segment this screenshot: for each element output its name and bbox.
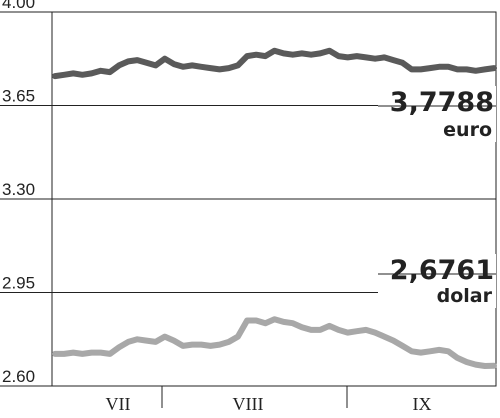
series-name-label-dolar: dolar bbox=[437, 285, 493, 307]
y-tick-label: 3.30 bbox=[2, 180, 35, 199]
series-label-bg bbox=[378, 254, 496, 308]
series-label-bg bbox=[378, 86, 496, 142]
y-tick-label: 2.60 bbox=[2, 367, 35, 386]
x-axis: VII VIII IX bbox=[106, 386, 432, 414]
series-line-dolar bbox=[52, 316, 497, 369]
series-name-label-euro: euro bbox=[443, 119, 492, 141]
series-lines bbox=[52, 47, 497, 369]
y-tick-label: 2.95 bbox=[2, 274, 35, 293]
series-line-euro bbox=[52, 47, 497, 80]
x-tick-label: IX bbox=[413, 394, 432, 414]
series-value-label-euro: 3,7788 bbox=[390, 87, 494, 118]
series-value-label-dolar: 2,6761 bbox=[390, 255, 494, 286]
x-tick-label: VIII bbox=[233, 394, 264, 414]
x-tick-label: VII bbox=[106, 394, 131, 414]
y-tick-label: 4.00 bbox=[2, 0, 35, 12]
y-tick-label: 3.65 bbox=[2, 87, 35, 106]
y-axis-ticks: 4.00 3.65 3.30 2.95 2.60 bbox=[2, 0, 35, 386]
